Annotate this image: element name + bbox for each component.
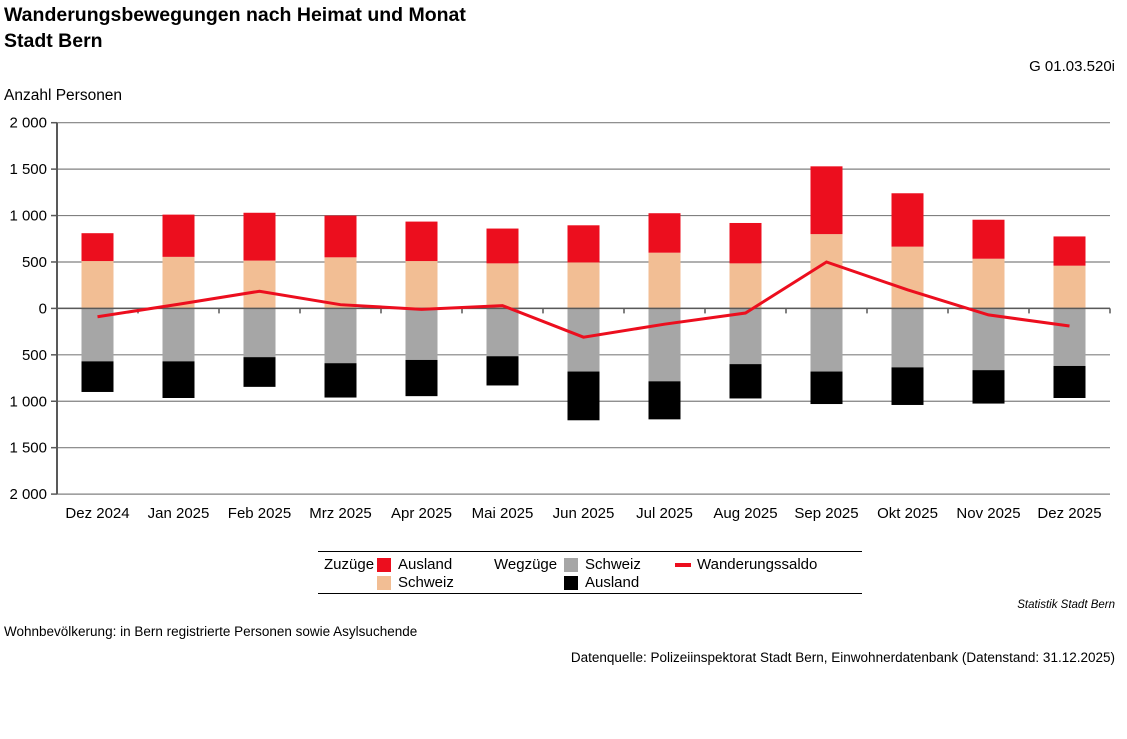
bar-segment [405, 308, 438, 360]
bar-segment [648, 213, 681, 253]
x-axis-category-label: Jul 2025 [636, 505, 693, 522]
bar-segment [729, 263, 762, 309]
bar-segment [324, 363, 357, 398]
x-axis-category-label: Mrz 2025 [309, 505, 372, 522]
chart-legend: Zuzüge Ausland Schweiz Wegzüge Schweiz A… [318, 551, 862, 594]
bar-segment [243, 260, 276, 309]
bar-segment [648, 381, 681, 420]
x-axis-category-label: Okt 2025 [877, 505, 938, 522]
y-axis-tick-label: 500 [22, 347, 47, 364]
y-axis-tick-label: 0 [39, 300, 47, 317]
y-axis-unit-label: Anzahl Personen [4, 87, 123, 104]
bar-segment [810, 308, 843, 372]
legend-group-zuzuege: Zuzüge [324, 556, 375, 573]
x-axis-category-label: Apr 2025 [391, 505, 452, 522]
bar-segment [648, 252, 681, 309]
x-axis-category-label: Feb 2025 [228, 505, 291, 522]
y-axis-tick-label: 1 000 [9, 208, 47, 225]
bar-segment [81, 233, 114, 262]
bar-segment [891, 193, 924, 247]
bar-segment [243, 212, 276, 261]
bar-segment [405, 359, 438, 397]
bar-segment [162, 361, 195, 399]
x-axis-category-label: Jan 2025 [148, 505, 210, 522]
data-source-note: Datenquelle: Polizeiinspektorat Stadt Be… [570, 650, 1115, 665]
bar-segment [81, 361, 114, 392]
bar-segment [486, 263, 519, 309]
chart-id-label: G 01.03.520i [1029, 58, 1115, 75]
bar-segment [405, 261, 438, 309]
bar-segment [1053, 308, 1086, 366]
bar-segment [486, 228, 519, 264]
bar-segment [81, 308, 114, 362]
wanderungssaldo-line [97, 260, 1070, 339]
legend-swatch-zuzuege-ausland [377, 558, 391, 572]
x-axis-category-label: Sep 2025 [794, 505, 858, 522]
x-axis-category-label: Dez 2025 [1037, 505, 1101, 522]
bar-segment [567, 371, 600, 421]
bar-segment [972, 258, 1005, 309]
bar-segment [891, 246, 924, 309]
bar-segment [567, 262, 600, 309]
bar-segment [162, 308, 195, 362]
bar-segment [648, 308, 681, 382]
bar-segment [810, 371, 843, 405]
bar-segment [1053, 236, 1086, 266]
bar-segment [729, 364, 762, 399]
x-axis-category-label: Mai 2025 [472, 505, 534, 522]
y-axis-tick-label: 2 000 [9, 486, 47, 503]
bar-segment [162, 214, 195, 257]
page-subtitle: Stadt Bern [4, 30, 103, 52]
legend-group-wegzuege: Wegzüge [494, 556, 558, 573]
bar-segment [891, 308, 924, 368]
legend-label-zuzuege-schweiz: Schweiz [398, 574, 454, 591]
bar-segment [567, 308, 600, 372]
bar-segment [486, 308, 519, 357]
x-axis-category-label: Aug 2025 [713, 505, 777, 522]
bar-segment [810, 234, 843, 309]
y-axis-tick-label: 1 000 [9, 393, 47, 410]
y-axis-tick-label: 2 000 [9, 115, 47, 132]
bar-segment [1053, 265, 1086, 309]
bar-segment [324, 308, 357, 364]
legend-label-wanderungssaldo: Wanderungssaldo [697, 556, 818, 573]
legend-swatch-wegzuege-schweiz [564, 558, 578, 572]
y-axis-tick-label: 1 500 [9, 161, 47, 178]
bar-segment [972, 308, 1005, 371]
legend-swatch-zuzuege-schweiz [377, 576, 391, 590]
legend-line-swatch-wanderungssaldo [675, 563, 691, 567]
legend-label-zuzuege-ausland: Ausland [398, 556, 453, 573]
bar-segment [243, 357, 276, 387]
bar-segment [243, 308, 276, 358]
bar-segment [972, 219, 1005, 259]
bar-segment [486, 356, 519, 386]
x-axis-category-label: Dez 2024 [65, 505, 129, 522]
x-axis-category-label: Jun 2025 [553, 505, 615, 522]
bar-segment [81, 261, 114, 309]
legend-swatch-wegzuege-ausland [564, 576, 578, 590]
bar-segment [405, 221, 438, 262]
bar-segment [1053, 365, 1086, 399]
x-axis-category-label: Nov 2025 [956, 505, 1020, 522]
bar-segment [729, 308, 762, 365]
bar-segment [810, 166, 843, 235]
bar-segment [324, 257, 357, 309]
population-definition-note: Wohnbevölkerung: in Bern registrierte Pe… [4, 624, 418, 639]
legend-label-wegzuege-ausland: Ausland [585, 574, 640, 591]
bar-segment [972, 370, 1005, 404]
y-axis-tick-label: 500 [22, 254, 47, 271]
legend-label-wegzuege-schweiz: Schweiz [585, 556, 641, 573]
y-axis-tick-label: 1 500 [9, 440, 47, 457]
statistik-stadt-bern-credit: Statistik Stadt Bern [1017, 599, 1115, 611]
bar-segment [567, 225, 600, 263]
page-title: Wanderungsbewegungen nach Heimat und Mon… [4, 4, 466, 26]
bar-segment [324, 215, 357, 258]
bar-segment [729, 222, 762, 264]
bar-segment [891, 367, 924, 405]
bar-segment [162, 256, 195, 309]
